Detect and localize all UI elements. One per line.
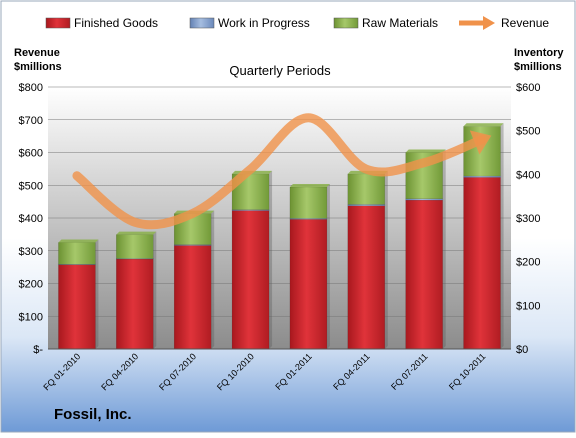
bar-raw-materials	[58, 242, 96, 265]
right-tick-label: $300	[516, 213, 540, 225]
bar-side-face	[326, 183, 330, 349]
bar-top-cap	[116, 231, 157, 235]
right-axis-title-line2: $millions	[514, 61, 562, 73]
company-name: Fossil, Inc.	[54, 406, 132, 423]
legend-arrow-revenue	[483, 16, 495, 30]
bar-raw-materials	[289, 186, 328, 219]
right-tick-label: $600	[516, 82, 540, 94]
legend-label-raw-materials: Raw Materials	[362, 16, 438, 30]
left-tick-label: $600	[19, 148, 43, 160]
legend-swatch-raw-materials	[333, 17, 359, 29]
bar-finished-goods	[289, 219, 328, 350]
bar-side-face	[95, 239, 99, 349]
left-tick-label: $800	[19, 82, 43, 94]
bar-finished-goods	[58, 264, 96, 350]
left-tick-label: $500	[19, 180, 43, 192]
right-tick-label: $100	[516, 300, 540, 312]
bar-side-face	[500, 123, 504, 349]
bar-top-cap	[463, 123, 504, 127]
bars	[58, 123, 504, 350]
revenue-arrowhead	[469, 130, 492, 155]
bar-side-face	[442, 149, 446, 349]
legend-swatch-finished-goods	[45, 17, 71, 29]
bar-top-cap	[289, 183, 330, 187]
bar-side-face	[153, 231, 157, 349]
right-tick-label: $200	[516, 257, 540, 269]
right-tick-label: $0	[516, 344, 528, 356]
bar-finished-goods	[116, 258, 154, 350]
bar-finished-goods	[173, 245, 212, 350]
bar-finished-goods	[405, 199, 443, 350]
bar-work-in-progress	[173, 244, 212, 246]
revenue-line	[72, 113, 492, 230]
left-tick-label: $-	[33, 344, 43, 356]
bar-top-cap	[405, 149, 446, 153]
right-axis-title-line1: Inventory	[514, 47, 564, 59]
legend-swatch-work-in-progress	[189, 17, 215, 29]
legend: Finished Goods Work in Progress Raw Materi…	[45, 16, 549, 30]
right-axis-ticks: $0 $100 $200 $300 $400 $500 $600	[516, 82, 540, 356]
chart-subtitle: Quarterly Periods	[229, 63, 331, 78]
right-tick-label: $400	[516, 169, 540, 181]
right-tick-label: $500	[516, 126, 540, 138]
left-tick-label: $200	[19, 279, 43, 291]
bar-finished-goods	[463, 177, 501, 350]
bar-raw-materials	[347, 173, 386, 205]
left-tick-label: $700	[19, 115, 43, 127]
bar-top-cap	[58, 239, 99, 243]
bar-raw-materials	[116, 234, 154, 259]
legend-label-finished-goods: Finished Goods	[74, 16, 158, 30]
left-axis-title-line2: $millions	[14, 61, 62, 73]
left-axis-title-line1: Revenue	[14, 47, 60, 59]
legend-label-work-in-progress: Work in Progress	[218, 16, 310, 30]
bar-side-face	[211, 210, 215, 349]
left-axis-ticks: $- $100 $200 $300 $400 $500 $600 $700 $800	[19, 82, 44, 356]
bar-side-face	[269, 170, 273, 349]
bar-finished-goods	[347, 205, 386, 350]
revenue-line-path	[72, 113, 487, 230]
legend-label-revenue: Revenue	[501, 16, 549, 30]
bar-side-face	[384, 170, 388, 349]
left-tick-label: $100	[19, 311, 43, 323]
left-tick-label: $400	[19, 213, 43, 225]
left-tick-label: $300	[19, 246, 43, 258]
bar-finished-goods	[231, 210, 270, 350]
